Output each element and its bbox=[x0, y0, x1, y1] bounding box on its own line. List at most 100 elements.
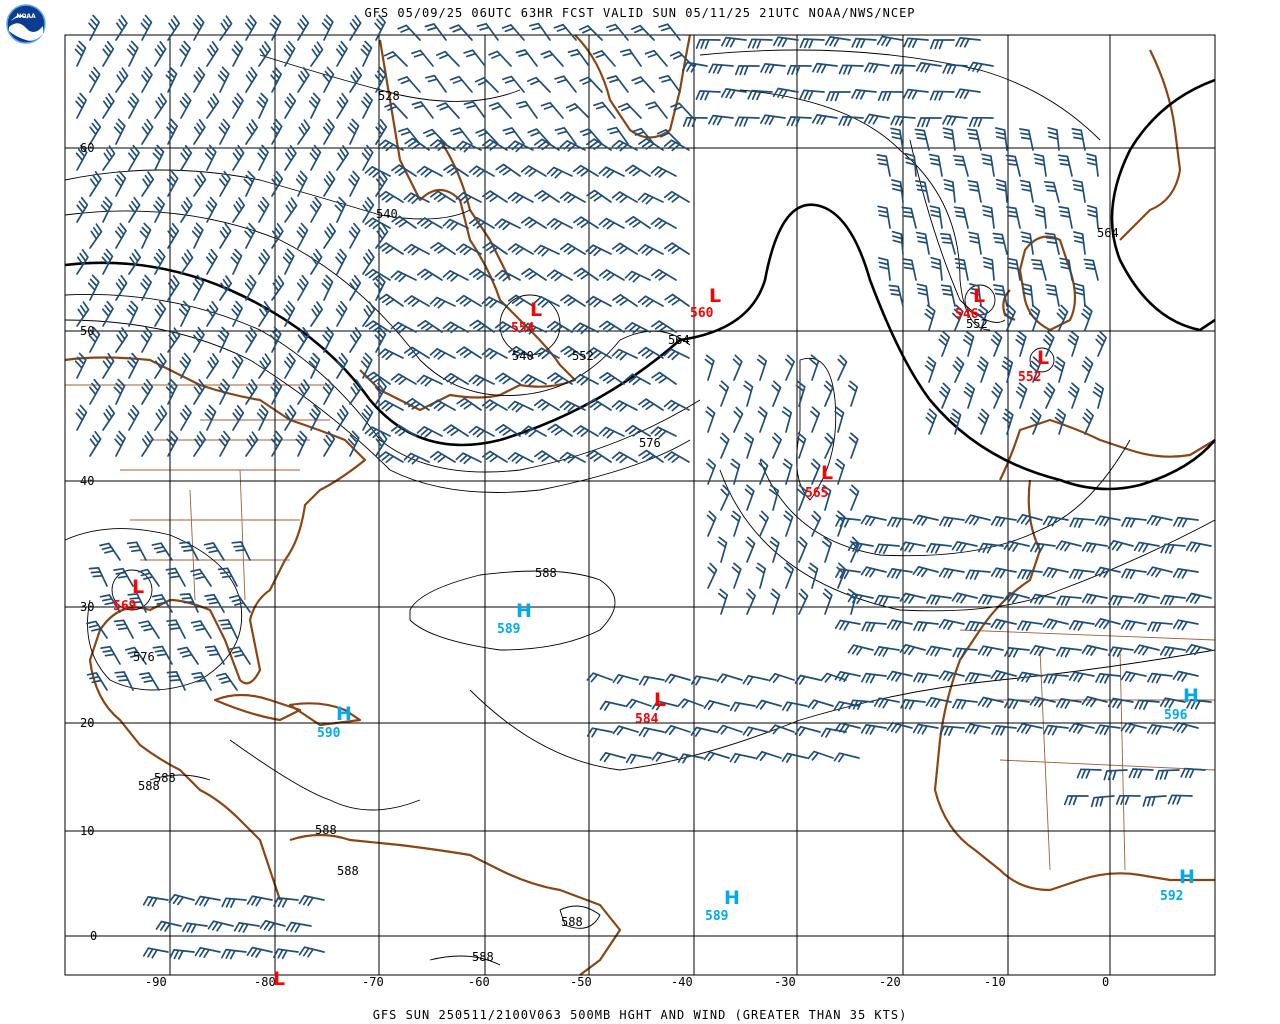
wind-barb bbox=[1083, 258, 1099, 281]
wind-barb bbox=[1133, 592, 1160, 605]
wind-barb bbox=[1063, 795, 1089, 806]
wind-barb bbox=[113, 567, 134, 587]
wind-barb bbox=[650, 166, 677, 178]
wind-barb bbox=[796, 432, 807, 459]
wind-barb bbox=[991, 725, 1017, 736]
wind-barb bbox=[257, 144, 269, 171]
wind-barb bbox=[913, 621, 939, 632]
wind-barb bbox=[218, 430, 231, 457]
wind-barb bbox=[567, 48, 590, 67]
wind-barb bbox=[1172, 568, 1199, 579]
wind-barb bbox=[876, 35, 903, 47]
wind-barb bbox=[644, 49, 668, 67]
wind-barb bbox=[624, 270, 651, 283]
wind-barb bbox=[1068, 620, 1095, 631]
wind-barb bbox=[362, 249, 375, 275]
wind-barb bbox=[554, 75, 577, 93]
wind-barb bbox=[624, 373, 651, 386]
wind-barb bbox=[469, 268, 495, 281]
wind-barb bbox=[968, 116, 994, 128]
wind-barb bbox=[533, 244, 560, 257]
wind-barb bbox=[192, 14, 205, 41]
wind-barb bbox=[378, 293, 404, 307]
lat-label: 40 bbox=[80, 474, 94, 488]
wind-barb bbox=[416, 374, 443, 387]
wind-barb bbox=[295, 430, 308, 457]
wind-barb bbox=[559, 191, 586, 204]
svg-text:584: 584 bbox=[635, 712, 659, 727]
wind-barb bbox=[520, 374, 547, 386]
wind-barb bbox=[411, 49, 434, 67]
wind-barb bbox=[221, 948, 247, 960]
wind-barb bbox=[361, 144, 374, 171]
wind-barb bbox=[416, 217, 443, 229]
wind-barb bbox=[297, 14, 310, 41]
wind-barb bbox=[450, 127, 473, 145]
contour-labels: 528 540 540 552 564 564 552 576 588 576 … bbox=[133, 89, 1119, 964]
wind-barb bbox=[1002, 408, 1014, 435]
wind-barb bbox=[863, 113, 890, 125]
wind-barb bbox=[166, 118, 178, 145]
wind-barb bbox=[1001, 356, 1014, 383]
wind-barb bbox=[861, 621, 887, 632]
wind-barb bbox=[403, 295, 430, 307]
wind-barb bbox=[963, 382, 976, 409]
wind-barb bbox=[102, 93, 115, 119]
wind-barb bbox=[138, 620, 160, 639]
wind-barb bbox=[821, 536, 833, 563]
wind-barb bbox=[88, 66, 101, 93]
wind-barb bbox=[322, 378, 335, 405]
wind-barb bbox=[1072, 179, 1086, 203]
wind-barb bbox=[1133, 541, 1160, 553]
wind-barb bbox=[716, 673, 743, 684]
wind-barb bbox=[1107, 697, 1134, 709]
wind-barb bbox=[89, 223, 103, 249]
wind-barb bbox=[771, 380, 782, 407]
wind-barb bbox=[126, 300, 139, 327]
wind-barb bbox=[114, 430, 126, 457]
wind-barb bbox=[717, 588, 729, 615]
wind-barb bbox=[377, 451, 404, 463]
lon-label: -30 bbox=[774, 975, 796, 989]
wind-barb bbox=[182, 922, 208, 934]
wind-barb bbox=[847, 541, 874, 553]
wind-barb bbox=[232, 404, 245, 431]
wind-barb bbox=[837, 354, 848, 381]
wind-barb bbox=[978, 542, 1004, 554]
wind-barb bbox=[180, 249, 194, 275]
wind-barb bbox=[758, 458, 769, 485]
wind-barb bbox=[695, 90, 721, 101]
wind-barb bbox=[719, 432, 730, 459]
wind-barb bbox=[939, 382, 951, 409]
wind-barb bbox=[1042, 566, 1069, 579]
wind-barb bbox=[651, 751, 678, 762]
wind-barb bbox=[74, 40, 87, 67]
wind-barb bbox=[141, 66, 153, 93]
wind-barb bbox=[468, 165, 495, 178]
wind-barb bbox=[430, 241, 456, 255]
wind-barb bbox=[1019, 128, 1034, 151]
wind-barb bbox=[221, 897, 247, 908]
wind-barb bbox=[231, 541, 251, 561]
wind-barb bbox=[807, 699, 834, 710]
wind-barb bbox=[455, 192, 482, 204]
wind-barb bbox=[495, 423, 521, 437]
wind-barb bbox=[507, 140, 534, 153]
wind-barb bbox=[141, 118, 154, 145]
wind-barb bbox=[99, 594, 121, 613]
wind-barb bbox=[349, 67, 363, 93]
wind-barb bbox=[877, 205, 891, 229]
wind-barb bbox=[886, 568, 913, 579]
wind-barb bbox=[271, 430, 283, 457]
wind-barb bbox=[593, 101, 616, 119]
wind-barb bbox=[494, 321, 521, 333]
wind-barb bbox=[899, 541, 926, 553]
wind-barb bbox=[747, 89, 773, 101]
wind-barb bbox=[494, 372, 521, 385]
wind-barb bbox=[773, 36, 799, 48]
wind-barb bbox=[349, 379, 363, 405]
wind-barb bbox=[1043, 330, 1055, 357]
wind-barb bbox=[154, 40, 167, 67]
wind-barb bbox=[834, 722, 861, 734]
wind-barb bbox=[995, 127, 1008, 151]
